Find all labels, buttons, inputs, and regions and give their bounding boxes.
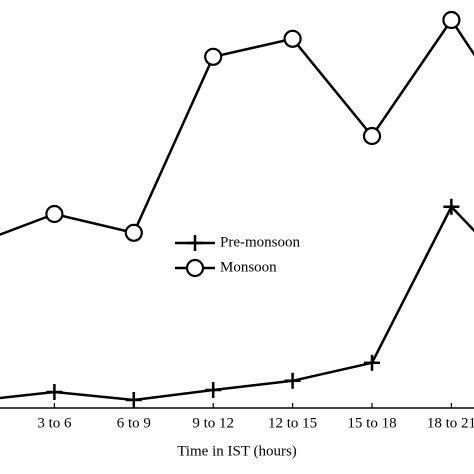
marker <box>187 235 203 251</box>
x-tick-label: 9 to 12 <box>192 415 234 431</box>
series-line <box>0 17 474 236</box>
x-tick-label: 15 to 18 <box>347 415 396 431</box>
legend-bg <box>173 258 313 280</box>
marker <box>443 198 460 215</box>
marker <box>364 354 380 371</box>
marker <box>125 392 142 408</box>
legend-label: Pre-monsoon <box>220 234 300 250</box>
marker <box>284 372 301 389</box>
series-line <box>0 204 474 402</box>
x-tick-label: 6 to 9 <box>117 415 151 431</box>
marker <box>283 29 302 48</box>
legend-label: Monsoon <box>220 259 277 275</box>
x-axis-title: Time in IST (hours) <box>177 443 297 459</box>
marker <box>362 126 382 146</box>
x-tick-label: 12 to 15 <box>268 415 317 431</box>
marker <box>442 10 461 30</box>
x-tick-label: 18 to 21 <box>427 415 474 431</box>
marker <box>45 204 64 224</box>
legend-bg <box>173 233 313 255</box>
marker <box>205 382 222 398</box>
marker <box>124 223 143 242</box>
marker <box>185 258 205 278</box>
marker <box>46 384 63 400</box>
x-tick-label: 3 to 6 <box>37 415 72 431</box>
marker <box>204 47 223 66</box>
